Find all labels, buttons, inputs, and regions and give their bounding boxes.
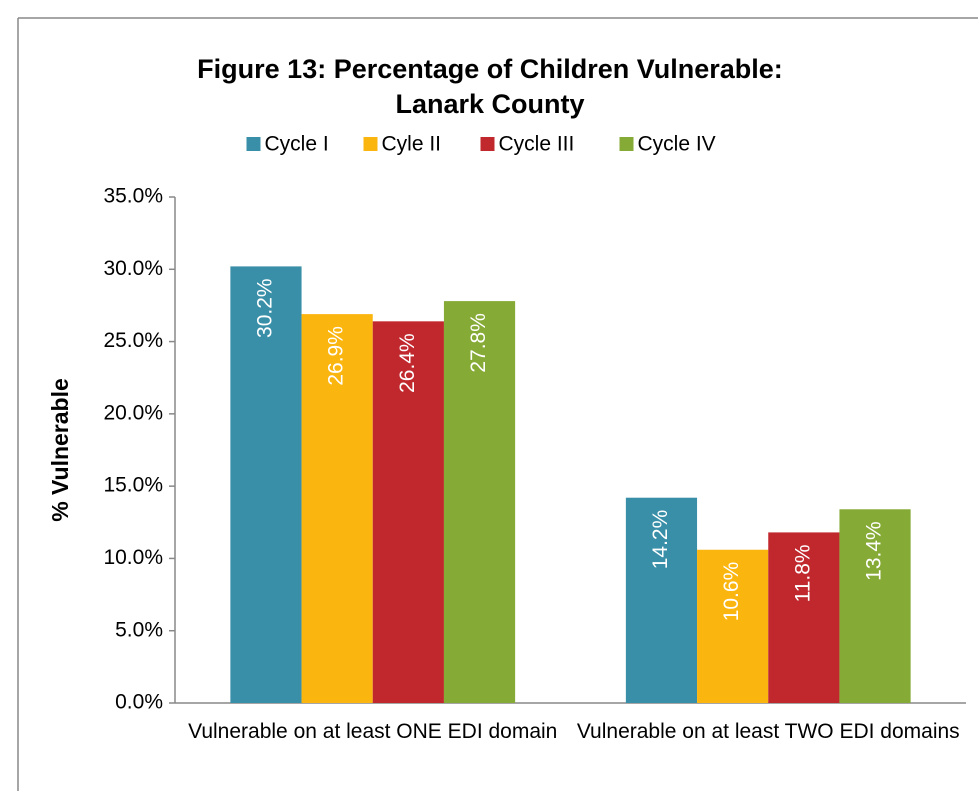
y-tick-label: 10.0% xyxy=(103,546,163,569)
bar xyxy=(301,314,373,703)
y-tick-label: 30.0% xyxy=(103,257,163,280)
y-tick-label: 35.0% xyxy=(103,185,163,208)
y-axis-label: % Vulnerable xyxy=(47,378,73,522)
legend-label: Cycle IV xyxy=(638,133,716,156)
bar xyxy=(839,509,911,703)
bar xyxy=(230,266,302,703)
data-label: 30.2% xyxy=(254,278,277,338)
chart-title: Lanark County xyxy=(395,89,584,119)
y-tick-label: 0.0% xyxy=(115,691,163,714)
bar xyxy=(697,549,769,703)
legend-label: Cycle I xyxy=(265,133,329,156)
data-label: 26.4% xyxy=(396,333,419,393)
legend-swatch xyxy=(619,137,634,151)
bar xyxy=(625,497,698,703)
legend-swatch xyxy=(363,137,378,151)
data-label: 14.2% xyxy=(649,510,672,570)
legend-label: Cyle II xyxy=(382,133,442,156)
chart-title: Figure 13: Percentage of Children Vulner… xyxy=(197,54,783,84)
bar xyxy=(768,532,840,703)
data-label: 27.8% xyxy=(467,313,490,373)
legend-swatch xyxy=(246,137,261,151)
data-label: 26.9% xyxy=(325,326,348,386)
y-tick-label: 15.0% xyxy=(103,474,163,497)
y-tick-label: 25.0% xyxy=(103,329,163,352)
x-tick-label: Vulnerable on at least TWO EDI domains xyxy=(576,720,960,743)
legend-label: Cycle III xyxy=(499,133,575,156)
data-label: 13.4% xyxy=(863,521,886,581)
data-label: 10.6% xyxy=(720,562,743,622)
y-tick-label: 5.0% xyxy=(115,618,163,641)
data-label: 11.8% xyxy=(791,544,814,602)
legend-swatch xyxy=(480,137,495,151)
bar xyxy=(443,301,516,703)
y-tick-label: 20.0% xyxy=(103,401,163,424)
bar xyxy=(372,321,444,703)
x-tick-label: Vulnerable on at least ONE EDI domain xyxy=(188,720,558,743)
